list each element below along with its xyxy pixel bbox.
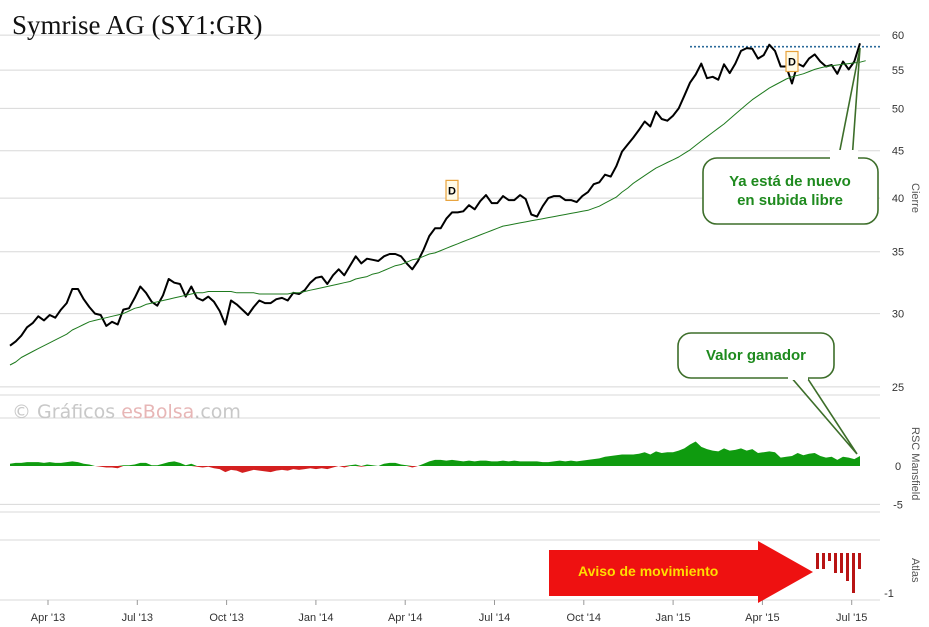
atlas-bar [840, 553, 843, 573]
strength-callout-pointer [788, 375, 858, 455]
dividend-marker: D [785, 50, 799, 73]
breakout-note-line2: en subida libre [737, 192, 843, 209]
atlas-bar [846, 553, 849, 581]
x-tick-labels: Apr '13 Jul '13 Oct '13 Jan '14 Apr '14 Jul '… [31, 612, 868, 624]
watermark-suffix: .com [194, 401, 241, 423]
atlas-bar [828, 553, 831, 561]
atlas-bar [858, 553, 861, 569]
watermark: © Gráficos esBolsa.com [12, 401, 241, 423]
x-tick-label: Apr '15 [745, 612, 780, 624]
atlas-bar [822, 553, 825, 569]
price-y-tick-label: 30 [892, 309, 904, 321]
strength-callout: Valor ganador [677, 332, 858, 455]
dividend-marker: D [445, 179, 459, 201]
breakout-callout-box [702, 157, 879, 225]
x-tick-label: Oct '14 [567, 612, 602, 624]
x-tick-label: Jan '14 [298, 612, 333, 624]
atlas-axis-title: Atlas [909, 558, 921, 583]
price-y-tick-label: 60 [892, 30, 904, 42]
dividend-marker-label: D [788, 56, 796, 68]
signal-arrow-shape [549, 541, 813, 603]
chart-title: Symrise AG (SY1:GR) [12, 10, 263, 40]
watermark-brand: esBolsa [121, 401, 194, 423]
x-tick-label: Jul '13 [122, 612, 153, 624]
atlas-bar [816, 553, 819, 569]
rsc-mansfield-area [10, 441, 860, 473]
price-y-tick-label: 45 [892, 146, 904, 158]
x-tick-label: Jul '15 [836, 612, 867, 624]
atlas-bar [834, 553, 837, 573]
grid-lines [0, 34, 880, 601]
x-tick-label: Jan '15 [656, 612, 691, 624]
dividend-marker-label: D [448, 185, 456, 197]
x-tick-label: Jul '14 [479, 612, 510, 624]
dividend-marker-box [445, 179, 459, 201]
x-tick-label: Apr '14 [388, 612, 423, 624]
signal-arrow-label: Aviso de movimiento [578, 563, 718, 579]
rsc-y-tick-label: 0 [895, 461, 901, 473]
close-price-line [9, 43, 861, 347]
vertical-grid [47, 600, 853, 605]
signal-arrow: Aviso de movimiento [549, 541, 813, 603]
x-tick-label: Oct '13 [209, 612, 244, 624]
rsc-axis-title: RSC Mansfield [909, 427, 921, 500]
y-tick-labels: 25 30 35 40 45 50 55 60 0 -5 -1 [884, 30, 904, 600]
strength-callout-box [677, 332, 835, 379]
breakout-note-line1: Ya está de nuevo [729, 173, 851, 190]
dividend-marker-box [785, 50, 799, 73]
moving-average-line [9, 60, 866, 366]
price-y-tick-label: 35 [892, 247, 904, 259]
price-y-tick-label: 50 [892, 103, 904, 115]
price-y-tick-label: 40 [892, 193, 904, 205]
price-y-tick-label: 25 [892, 382, 904, 394]
breakout-callout: Ya está de nuevo en subida libre [702, 47, 879, 225]
strength-note: Valor ganador [706, 347, 806, 364]
x-tick-label: Apr '13 [31, 612, 66, 624]
rsc-positive-area [10, 441, 860, 466]
atlas-y-tick-label: -1 [884, 588, 894, 600]
watermark-prefix: © Gráficos [12, 401, 121, 423]
atlas-bars [816, 553, 861, 593]
atlas-bar [852, 553, 855, 593]
price-y-tick-label: 55 [892, 65, 904, 77]
rsc-y-tick-label: -5 [893, 499, 903, 511]
price-axis-title: Cierre [909, 183, 921, 213]
price-series: DD [9, 43, 880, 366]
rsc-negative-area [10, 466, 860, 473]
